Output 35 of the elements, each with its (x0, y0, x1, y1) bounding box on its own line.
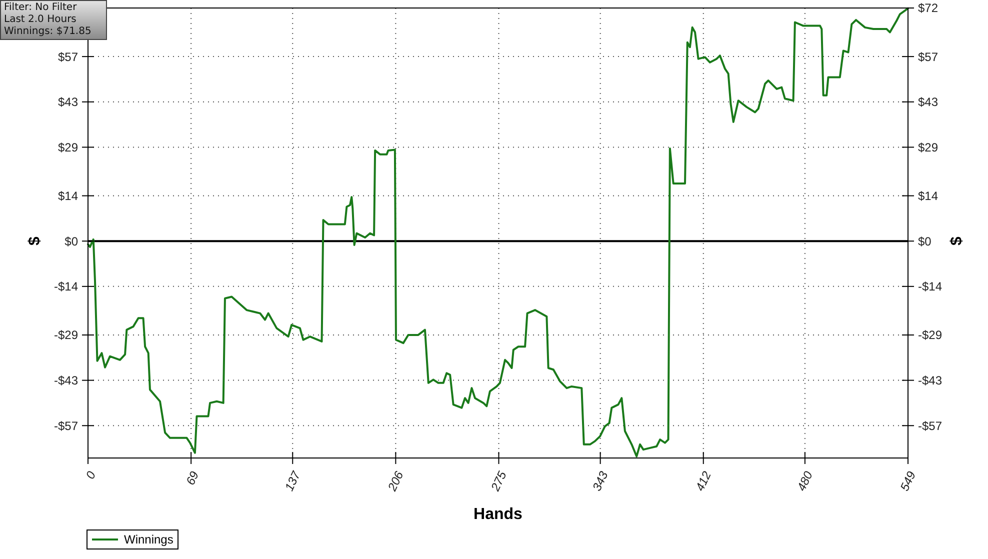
x-tick-label: 69 (183, 468, 202, 488)
x-tick-label: 206 (384, 468, 406, 494)
y-tick-label: $57 (58, 50, 78, 64)
y2-tick-label: $57 (918, 50, 938, 64)
x-tick-label: 549 (897, 468, 919, 494)
text: Filter: No Filter (4, 2, 78, 13)
y-tick-label: $0 (64, 234, 78, 248)
y2-tick-label: $0 (918, 234, 932, 248)
text: Last 2.0 Hours (4, 14, 76, 25)
x-tick-label: 343 (590, 468, 611, 494)
y-tick-label: $29 (58, 140, 78, 154)
x-axis-title: Hands (474, 506, 523, 523)
y2-tick-label: -$43 (918, 374, 942, 388)
y-axis-title: $ (26, 236, 44, 246)
y2-tick-label: -$29 (918, 328, 942, 342)
x-tick-label: 412 (692, 468, 714, 494)
x-tick-label: 275 (488, 468, 510, 494)
y2-tick-label: $14 (918, 188, 938, 203)
y-tick-label: $43 (58, 95, 78, 110)
y2-tick-label: -$57 (918, 418, 942, 433)
legend-label: Winnings (124, 532, 174, 547)
y-tick-label: -$14 (54, 280, 78, 294)
y-tick-label: -$57 (54, 418, 78, 433)
y2-tick-label: $72 (918, 1, 938, 16)
x-tick-label: 0 (83, 468, 99, 482)
y2-axis-title: $ (948, 236, 966, 246)
y-tick-label: -$29 (54, 328, 78, 342)
x-tick-label: 480 (794, 468, 816, 494)
x-tick-label: 137 (282, 468, 304, 494)
y-tick-label: $14 (58, 188, 78, 203)
annotation: Winnings: $71.85 (4, 26, 92, 37)
y2-tick-label: $29 (918, 140, 938, 154)
y2-tick-label: $43 (918, 95, 938, 110)
y2-tick-label: -$14 (918, 280, 942, 294)
y-tick-label: -$43 (54, 374, 78, 388)
